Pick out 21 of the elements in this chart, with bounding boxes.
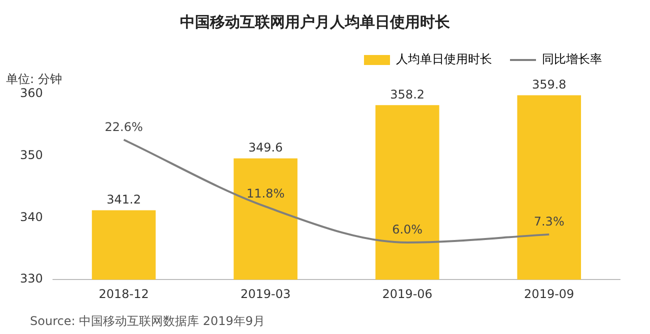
legend-label: 人均单日使用时长 [396,52,492,66]
y-tick-label: 330 [20,272,43,286]
y-tick-label: 340 [20,210,43,224]
data-label: 358.2 [390,87,425,102]
y-tick-label: 360 [20,86,43,100]
data-label: 22.6% [104,120,143,134]
data-label: 341.2 [106,192,141,206]
chart-title: 中国移动互联网用户月人均单日使用时长 [180,12,451,31]
data-label: 7.3% [534,214,564,229]
legend-label: 同比增长率 [542,52,602,66]
x-tick-label: 2019-06 [382,286,432,301]
data-label: 6.0% [392,222,423,237]
x-tick-label: 2019-03 [240,286,291,301]
data-label: 349.6 [248,140,283,154]
source-note: Source: 中国移动互联网数据库 2019年9月 [30,314,266,328]
x-tick-label: 2019-09 [524,286,574,301]
data-label: 359.8 [532,77,566,92]
y-tick-label: 350 [20,148,43,162]
x-tick-label: 2018-12 [98,286,149,301]
data-label: 11.8% [246,186,285,201]
y-axis-title: 单位: 分钟 [6,72,62,86]
